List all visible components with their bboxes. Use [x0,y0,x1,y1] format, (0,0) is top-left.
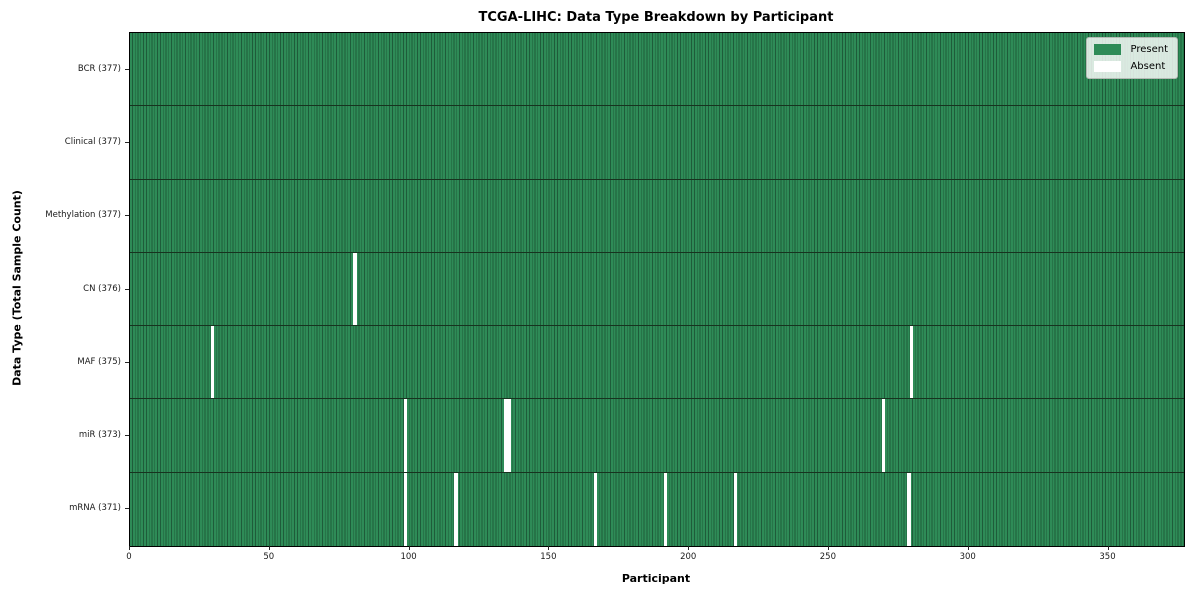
heatmap-row [130,326,1184,400]
x-tick-label: 350 [1099,552,1116,562]
legend-swatch-absent [1094,61,1122,72]
y-tick-label: MAF (375) [77,356,121,367]
absent-gap [210,326,215,399]
heatmap-row [130,179,1184,253]
heatmap-row [130,399,1184,473]
absent-gap [663,472,668,546]
absent-gap [353,252,357,326]
x-tick-mark [688,546,690,550]
y-tick-mark [125,361,129,363]
x-tick-label: 100 [400,552,417,562]
x-tick-label: 200 [680,552,697,562]
y-tick-mark [125,215,129,217]
heatmap-row [130,33,1184,107]
absent-gap [733,472,738,546]
y-tick-label: mRNA (371) [69,503,121,514]
heatmap-row [130,252,1184,327]
x-tick-mark [268,546,270,550]
absent-gap [403,399,408,472]
heatmap-row [130,106,1184,180]
y-tick-mark [125,68,129,70]
x-axis-label: Participant [621,572,691,585]
x-tick-mark [967,546,969,550]
absent-gap [507,399,511,472]
x-tick-mark [1107,546,1109,550]
absent-gap [906,472,911,546]
absent-gap [504,399,508,472]
y-tick-label: Clinical (377) [64,136,121,147]
absent-gap [403,472,408,546]
x-tick-label: 250 [819,552,837,562]
y-tick-mark [125,435,129,437]
absent-gap [593,472,598,546]
legend: Present Absent [1086,37,1178,79]
y-tick-label: miR (373) [78,430,121,441]
x-tick-label: 300 [959,552,976,562]
absent-gap [909,326,914,399]
y-tick-mark [125,141,129,143]
x-tick-label: 50 [263,552,275,562]
legend-label-present: Present [1130,44,1168,55]
x-tick-mark [129,546,130,550]
y-tick-label: Methylation (377) [45,210,121,221]
x-tick-label: 150 [540,552,557,562]
plot-area [129,32,1185,547]
y-tick-mark [125,288,129,290]
y-tick-mark [125,508,129,510]
legend-swatch-present [1094,44,1122,55]
heatmap-row [130,472,1184,546]
y-tick-label: BCR (377) [77,63,121,74]
x-tick-mark [548,546,550,550]
x-tick-mark [827,546,829,550]
absent-gap [454,472,458,546]
legend-label-absent: Absent [1130,61,1166,72]
absent-gap [881,399,886,472]
legend-item-absent: Absent [1094,61,1168,72]
y-tick-label: CN (376) [83,283,121,294]
x-tick-mark [408,546,410,550]
legend-item-present: Present [1094,44,1168,55]
x-tick-label: 0 [126,552,132,562]
chart-title: TCGA-LIHC: Data Type Breakdown by Partic… [478,10,834,25]
